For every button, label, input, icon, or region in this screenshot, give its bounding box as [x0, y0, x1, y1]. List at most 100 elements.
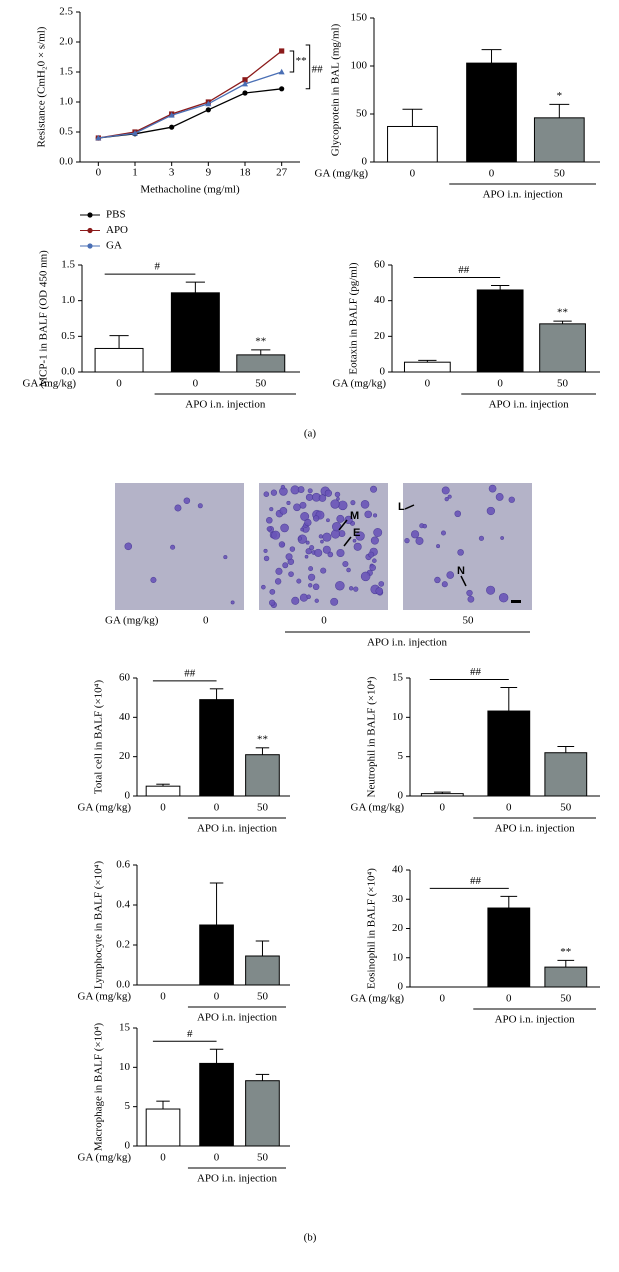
cell [466, 589, 473, 597]
y-tick-label: 60 [374, 259, 386, 271]
cell [486, 585, 496, 595]
y-tick-label: 15 [119, 1022, 131, 1034]
cell [415, 536, 424, 545]
annotation: ## [312, 63, 324, 75]
cell [447, 494, 452, 499]
cell [330, 499, 340, 509]
bar [145, 785, 181, 797]
cell [441, 581, 448, 588]
x-tick-label: 50 [257, 1152, 269, 1164]
y-tick-label: 20 [374, 330, 386, 342]
group-label: APO i.n. injection [197, 1173, 278, 1185]
cell [304, 518, 312, 527]
cell [353, 542, 362, 551]
cell [296, 578, 302, 584]
bar [387, 125, 438, 163]
x-tick-label: 1 [132, 167, 138, 179]
cell [373, 528, 383, 537]
bar [544, 752, 588, 797]
annotation: ** [296, 55, 307, 67]
x-tick-label: 0 [193, 378, 199, 390]
cell [269, 588, 276, 595]
group-label: APO i.n. injection [495, 1014, 576, 1026]
cell [372, 558, 377, 563]
cell [270, 489, 278, 496]
cell [495, 493, 504, 501]
bar [403, 361, 451, 373]
cell [478, 535, 485, 541]
bar [487, 907, 531, 988]
y-tick-label: 0.6 [116, 859, 130, 871]
group-label: APO i.n. injection [489, 399, 570, 411]
cell [275, 567, 283, 575]
y-tick-label: 0.5 [59, 126, 73, 138]
x-tick-label: 0 [425, 378, 431, 390]
cell [422, 523, 428, 529]
x-tick-label: 50 [255, 378, 267, 390]
cell [269, 507, 274, 512]
cell [500, 536, 504, 540]
group-label: APO i.n. injection [185, 399, 266, 411]
x-axis-label: GA (mg/kg) [78, 802, 132, 814]
legend-label: GA [106, 240, 122, 252]
x-tick-label: 50 [557, 378, 569, 390]
y-tick-label: 50 [356, 108, 368, 120]
x-axis-label: GA (mg/kg) [23, 378, 77, 390]
y-tick-label: 40 [374, 294, 386, 306]
y-tick-label: 100 [351, 60, 368, 72]
cell [330, 597, 339, 606]
y-tick-label: 0.5 [61, 330, 75, 342]
significance: ## [470, 875, 482, 887]
cell [441, 486, 450, 495]
cell [313, 515, 320, 522]
cell [355, 531, 365, 541]
cell [434, 576, 441, 584]
cell [334, 491, 341, 498]
point [205, 100, 212, 107]
cell [263, 491, 270, 498]
cell [300, 527, 305, 532]
series-line [98, 88, 282, 139]
cell [342, 560, 349, 568]
cell [327, 551, 334, 558]
x-tick-label: 0 [96, 167, 102, 179]
cell [271, 530, 281, 540]
cell [486, 506, 495, 516]
cell [308, 573, 316, 581]
cell [305, 540, 310, 545]
x-tick-label: 0 [497, 378, 503, 390]
significance: ## [184, 667, 196, 679]
cell [297, 536, 303, 541]
y-axis-label: Neutrophil in BALF (×10⁴) [366, 676, 378, 797]
cell [326, 518, 330, 523]
cell [263, 555, 270, 562]
micrograph [115, 483, 244, 610]
cell [444, 496, 449, 502]
cell-label: N [457, 565, 465, 577]
x-axis-label: GA (mg/kg) [315, 168, 369, 180]
cell [305, 493, 314, 501]
legend-marker [87, 212, 93, 218]
x-tick-label: 0 [489, 168, 495, 180]
cell [360, 571, 371, 582]
y-tick-label: 20 [392, 922, 404, 934]
x-tick-label: 0 [203, 615, 209, 627]
cell [261, 584, 266, 590]
cell [454, 510, 462, 518]
cell [280, 523, 289, 533]
y-tick-label: 0 [380, 366, 386, 378]
y-tick-label: 0 [125, 1140, 131, 1152]
x-axis-label: GA (mg/kg) [351, 802, 405, 814]
cell [183, 497, 191, 505]
x-tick-label: 50 [554, 168, 566, 180]
y-tick-label: 1.5 [61, 259, 75, 271]
y-tick-label: 2.5 [59, 6, 73, 18]
x-tick-label: 0 [116, 378, 122, 390]
y-axis-label: Eotaxin in BALF (pg/ml) [348, 262, 360, 374]
cell [308, 566, 314, 572]
bar [544, 966, 588, 988]
cell-label: M [350, 510, 359, 522]
bar [145, 1108, 181, 1147]
cell [335, 580, 345, 591]
